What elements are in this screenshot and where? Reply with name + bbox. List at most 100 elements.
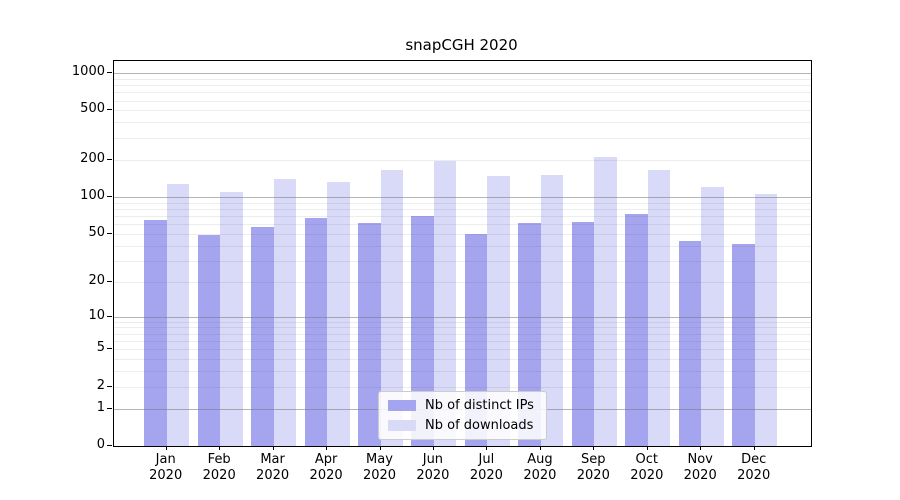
y-tick-label-100: 100 [80, 187, 105, 203]
gridline-minor-7 [114, 333, 811, 335]
x-tick-month-aug: Aug [527, 452, 553, 467]
gridline-minor-500 [114, 110, 811, 112]
legend-swatch-downloads [388, 420, 416, 431]
y-tick-mark-200 [107, 158, 112, 160]
y-tick-mark-5 [107, 348, 112, 350]
y-tick-mark-0 [107, 445, 112, 446]
x-tick-mark-jan [165, 446, 167, 450]
x-tick-year-oct: 2020 [630, 468, 664, 483]
legend-label-downloads: Nb of downloads [425, 418, 534, 433]
bar-distinct-ips-apr [304, 218, 328, 446]
gridline-minor-900 [114, 78, 811, 80]
y-tick-label-1000: 1000 [71, 64, 105, 79]
gridline-minor-200 [114, 159, 811, 161]
gridline-minor-20 [114, 281, 811, 283]
y-tick-label-10: 10 [88, 307, 105, 323]
bar-distinct-ips-mar [251, 226, 274, 446]
x-tick-year-sep: 2020 [576, 468, 610, 483]
x-tick-mark-jun [432, 446, 434, 450]
gridline-minor-3 [114, 371, 811, 373]
y-tick-mark-1000 [107, 72, 112, 73]
x-tick-label-aug: Aug 2020 [508, 452, 572, 484]
bar-distinct-ips-dec [732, 244, 755, 446]
x-tick-year-jun: 2020 [416, 468, 450, 483]
x-tick-year-nov: 2020 [683, 468, 717, 483]
x-tick-label-nov: Nov 2020 [668, 452, 732, 484]
x-tick-label-jan: Jan 2020 [134, 452, 198, 484]
y-tick-mark-500 [107, 109, 112, 111]
bar-downloads-aug [540, 175, 564, 446]
x-tick-year-apr: 2020 [309, 468, 343, 483]
gridline-minor-300 [114, 137, 811, 139]
gridline-minor-9 [114, 321, 811, 323]
legend-swatch-ips [388, 400, 416, 411]
x-tick-year-feb: 2020 [202, 468, 236, 483]
bar-distinct-ips-jun [411, 215, 434, 446]
x-tick-label-sep: Sep 2020 [561, 452, 625, 484]
bar-downloads-mar [273, 179, 297, 446]
gridline-major-10 [114, 316, 811, 318]
y-tick-label-500: 500 [80, 101, 105, 117]
y-tick-mark-50 [107, 232, 112, 234]
y-tick-mark-1 [107, 407, 112, 409]
x-tick-year-dec: 2020 [737, 468, 771, 483]
y-tick-label-2: 2 [96, 377, 105, 393]
x-tick-year-mar: 2020 [256, 468, 290, 483]
bar-downloads-may [380, 170, 403, 446]
x-tick-year-jan: 2020 [149, 468, 183, 483]
gridline-minor-5 [114, 349, 811, 351]
x-tick-mark-mar [272, 446, 274, 450]
y-tick-label-1: 1 [96, 399, 105, 415]
x-tick-label-mar: Mar 2020 [241, 452, 305, 484]
bar-downloads-jun [433, 161, 457, 446]
gridline-minor-2 [114, 386, 811, 388]
x-tick-mark-nov [700, 446, 702, 450]
y-tick-label-0: 0 [96, 437, 105, 452]
x-tick-mark-sep [593, 446, 595, 450]
y-tick-label-5: 5 [96, 340, 105, 356]
y-tick-label-200: 200 [80, 150, 105, 166]
x-tick-label-oct: Oct 2020 [615, 452, 679, 484]
x-tick-label-feb: Feb 2020 [187, 452, 251, 484]
x-tick-label-dec: Dec 2020 [722, 452, 786, 484]
gridline-minor-700 [114, 92, 811, 94]
x-tick-month-mar: Mar [260, 452, 285, 467]
bar-downloads-jul [487, 175, 510, 446]
x-tick-month-feb: Feb [207, 452, 231, 467]
bar-distinct-ips-sep [571, 222, 595, 446]
bar-downloads-feb [220, 191, 243, 446]
gridline-major-100 [114, 196, 811, 198]
bar-distinct-ips-feb [197, 234, 221, 446]
bar-downloads-dec [754, 194, 778, 446]
x-tick-month-nov: Nov [687, 452, 713, 467]
x-tick-mark-feb [219, 446, 221, 450]
y-tick-mark-10 [107, 315, 112, 317]
x-tick-label-apr: Apr 2020 [294, 452, 358, 484]
gridline-minor-40 [114, 245, 811, 247]
gridline-minor-8 [114, 327, 811, 329]
gridline-minor-4 [114, 359, 811, 361]
gridline-minor-600 [114, 100, 811, 102]
x-tick-mark-may [379, 446, 381, 450]
x-tick-month-dec: Dec [741, 452, 767, 467]
bar-distinct-ips-oct [625, 214, 648, 446]
bar-downloads-oct [647, 170, 671, 446]
gridline-minor-30 [114, 260, 811, 262]
x-tick-label-jun: Jun 2020 [401, 452, 465, 484]
x-tick-month-jun: Jun [422, 452, 444, 467]
x-tick-year-jul: 2020 [469, 468, 503, 483]
gridline-minor-400 [114, 122, 811, 124]
x-tick-month-sep: Sep [581, 452, 606, 467]
gridline-minor-70 [114, 215, 811, 217]
y-tick-mark-20 [107, 280, 112, 282]
gridline-minor-80 [114, 208, 811, 210]
bar-distinct-ips-nov [678, 240, 702, 446]
legend: Nb of distinct IPs Nb of downloads [378, 391, 547, 440]
x-tick-mark-jul [486, 446, 488, 450]
x-tick-month-apr: Apr [314, 452, 338, 467]
x-tick-year-may: 2020 [362, 468, 397, 483]
x-tick-month-jul: Jul [478, 452, 495, 467]
legend-label-ips: Nb of distinct IPs [425, 398, 534, 413]
y-tick-label-20: 20 [88, 272, 105, 288]
